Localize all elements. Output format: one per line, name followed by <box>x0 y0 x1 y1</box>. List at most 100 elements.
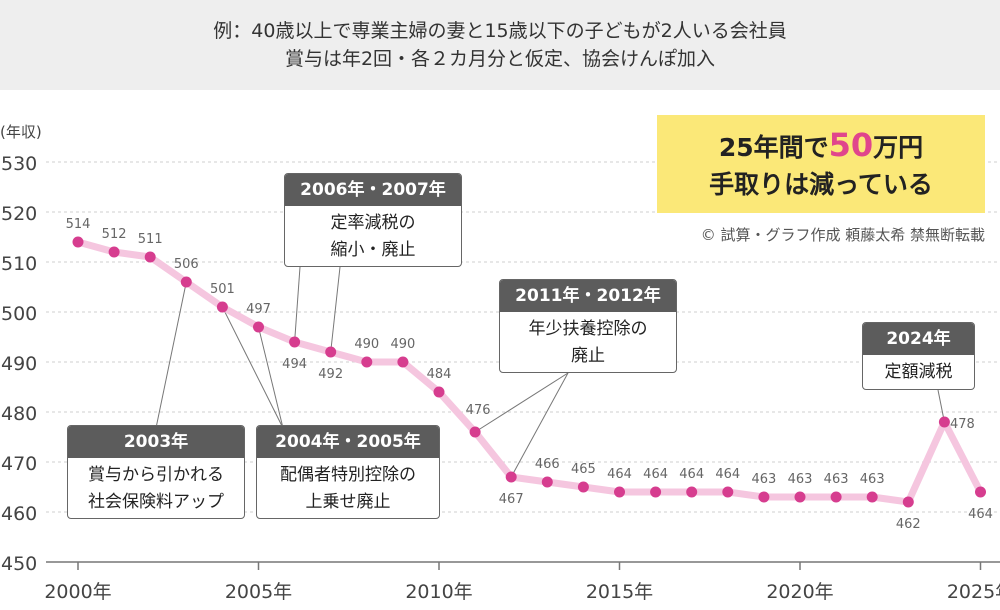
x-tick-label: 2010年 <box>405 581 472 603</box>
callout-2006-2007-line-2: 縮小・廃止 <box>330 240 416 260</box>
data-point <box>686 486 698 498</box>
data-point <box>253 321 264 333</box>
highlight-amount: 50 <box>828 126 874 164</box>
callout-2006-2007-title: 2006年・2007年 <box>285 174 461 206</box>
data-point <box>541 476 553 488</box>
x-tick-label: 2015年 <box>586 581 653 603</box>
data-label: 463 <box>751 472 776 487</box>
data-label: 462 <box>896 517 921 532</box>
callout-2004-2005: 2004年・2005年 配偶者特別控除の 上乗せ廃止 <box>256 425 440 519</box>
data-label: 490 <box>390 337 415 352</box>
y-tick-label: 490 <box>1 353 37 375</box>
y-tick-label: 480 <box>1 403 37 425</box>
callout-2006-2007: 2006年・2007年 定率減税の 縮小・廃止 <box>284 173 462 267</box>
data-point <box>72 236 84 248</box>
callout-2003-title: 2003年 <box>68 426 244 458</box>
callout-connector <box>221 306 284 429</box>
x-tick-label: 2005年 <box>225 581 292 603</box>
data-label: 492 <box>318 367 343 382</box>
data-label: 501 <box>210 282 235 297</box>
data-label: 464 <box>643 467 668 482</box>
data-point <box>361 356 373 368</box>
callout-2003-line-2: 社会保険料アップ <box>88 492 224 512</box>
data-label: 506 <box>174 257 199 272</box>
data-point <box>469 426 481 438</box>
data-label: 478 <box>950 417 975 432</box>
header-line-1: 例：40歳以上で専業主婦の妻と15歳以下の子どもが2人いる会社員 <box>213 20 787 42</box>
data-point <box>108 246 120 258</box>
y-tick-label: 530 <box>1 153 37 175</box>
data-label: 466 <box>535 457 560 472</box>
callout-2004-2005-line-1: 配偶者特別控除の <box>280 465 416 485</box>
data-point <box>902 496 914 508</box>
callout-connector <box>474 372 569 433</box>
data-point <box>577 481 589 493</box>
callout-connector <box>155 281 187 429</box>
data-point <box>938 416 950 428</box>
data-point <box>614 486 625 498</box>
y-tick-label: 460 <box>1 503 37 525</box>
data-label: 463 <box>788 472 813 487</box>
callout-2024-title: 2024年 <box>863 323 974 355</box>
credit-text: © 試算・グラフ作成 頼藤太希 禁無断転載 <box>700 226 985 244</box>
callout-2011-2012-line-2: 廃止 <box>571 346 605 366</box>
data-point <box>180 276 192 288</box>
data-point <box>794 491 806 503</box>
callout-2024: 2024年 定額減税 <box>862 322 975 390</box>
data-label: 465 <box>571 462 596 477</box>
data-point <box>216 301 228 313</box>
x-tick-label: 2025年 <box>947 581 1000 603</box>
data-point <box>722 486 734 498</box>
x-tick-label: 2020年 <box>766 581 833 603</box>
highlight-pre: 25年間で <box>718 133 829 162</box>
callout-2011-2012-title: 2011年・2012年 <box>500 280 676 312</box>
data-label: 463 <box>824 472 849 487</box>
data-label: 464 <box>607 467 632 482</box>
callout-2011-2012: 2011年・2012年 年少扶養控除の 廃止 <box>499 279 677 373</box>
data-point <box>144 251 156 263</box>
callout-2003-line-1: 賞与から引かれる <box>88 465 224 485</box>
data-label: 511 <box>138 232 163 247</box>
data-point <box>397 356 409 368</box>
x-tick-label: 2000年 <box>44 581 111 603</box>
y-tick-label: 520 <box>1 203 37 225</box>
data-label: 467 <box>499 492 524 507</box>
callout-2024-line-1: 定額減税 <box>884 362 953 382</box>
highlight-box: 25年間で50万円 手取りは減っている <box>657 115 985 213</box>
data-label: 490 <box>354 337 379 352</box>
data-point <box>325 346 337 358</box>
data-label: 464 <box>679 467 704 482</box>
data-label: 476 <box>466 403 491 418</box>
data-point <box>758 491 770 503</box>
data-point <box>650 486 662 498</box>
data-point <box>433 386 445 398</box>
highlight-post: 万円 <box>873 133 924 162</box>
y-axis-label: (年収) <box>0 123 42 141</box>
data-label: 497 <box>246 302 271 317</box>
callout-connector <box>294 266 301 343</box>
data-point <box>830 491 842 503</box>
data-point <box>289 336 301 348</box>
data-label: 464 <box>968 507 993 522</box>
callout-2003: 2003年 賞与から引かれる 社会保険料アップ <box>67 425 245 519</box>
data-point <box>505 471 517 483</box>
header-line-2: 賞与は年2回・各２カ月分と仮定、協会けんぽ加入 <box>284 48 716 70</box>
data-label: 512 <box>102 227 127 242</box>
data-point <box>975 486 986 498</box>
data-label: 464 <box>715 467 740 482</box>
callout-2004-2005-title: 2004年・2005年 <box>257 426 439 458</box>
data-label: 494 <box>282 357 307 372</box>
callout-connector <box>330 266 341 353</box>
data-label: 463 <box>860 472 885 487</box>
data-label: 484 <box>427 367 452 382</box>
callout-2011-2012-line-1: 年少扶養控除の <box>528 319 648 339</box>
callout-2006-2007-line-1: 定率減税の <box>330 213 416 233</box>
y-tick-label: 500 <box>1 303 37 325</box>
callout-connector <box>258 326 284 429</box>
series-line <box>74 238 984 506</box>
callout-2004-2005-line-2: 上乗せ廃止 <box>305 492 391 512</box>
data-label: 514 <box>66 217 91 232</box>
y-tick-label: 470 <box>1 453 37 475</box>
chart-header: 例：40歳以上で専業主婦の妻と15歳以下の子どもが2人いる会社員 賞与は年2回・… <box>0 0 1000 90</box>
